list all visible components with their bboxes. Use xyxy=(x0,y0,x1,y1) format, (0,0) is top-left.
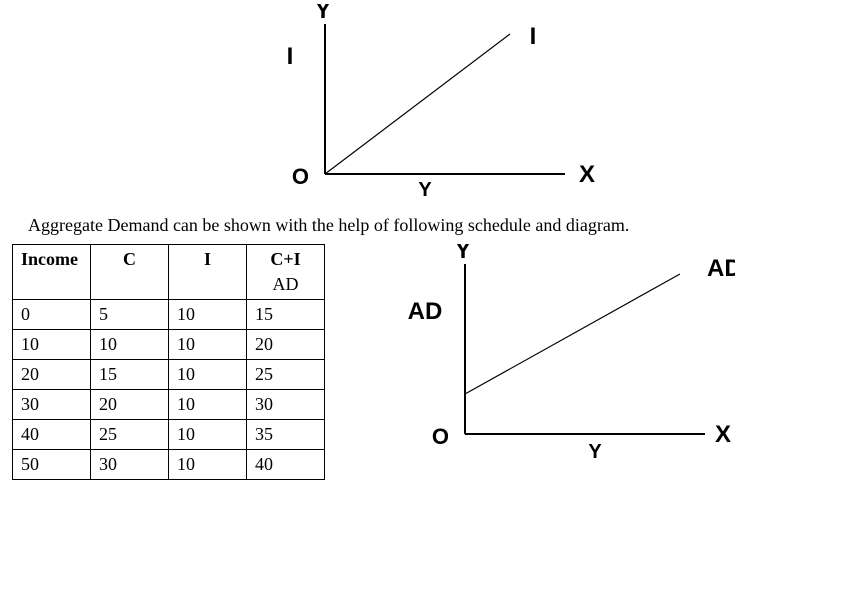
chart1-bottom-mid-label: Y xyxy=(418,179,432,201)
chart2-origin-label: O xyxy=(432,424,449,449)
cell: 50 xyxy=(13,450,91,480)
chart1-origin-label: O xyxy=(291,164,308,189)
chart2-left-label: AD xyxy=(408,298,443,325)
chart2-x-label: X xyxy=(715,421,731,448)
th-ci-sub: AD xyxy=(255,274,316,295)
cell: 10 xyxy=(169,360,247,390)
chart1-x-label: X xyxy=(579,161,595,188)
cell: 40 xyxy=(247,450,325,480)
cell: 10 xyxy=(169,420,247,450)
cell: 30 xyxy=(91,450,169,480)
th-i: I xyxy=(169,245,247,300)
cell: 35 xyxy=(247,420,325,450)
cell: 10 xyxy=(169,390,247,420)
chart2-bottom-mid-label: Y xyxy=(588,441,602,463)
caption-text: Aggregate Demand can be shown with the h… xyxy=(28,215,849,236)
cell: 40 xyxy=(13,420,91,450)
chart1-line-start-label: I xyxy=(286,43,293,70)
chart1-svg: Y I I O Y X xyxy=(265,4,595,204)
cell: 10 xyxy=(91,330,169,360)
chart1-line-end-label: I xyxy=(529,23,536,50)
th-ci-main: C+I xyxy=(270,249,300,269)
cell: 25 xyxy=(247,360,325,390)
th-income: Income xyxy=(13,245,91,300)
table-row: 0 5 10 15 xyxy=(13,300,325,330)
cell: 10 xyxy=(169,330,247,360)
cell: 10 xyxy=(13,330,91,360)
table-row: 40 25 10 35 xyxy=(13,420,325,450)
cell: 30 xyxy=(247,390,325,420)
cell: 15 xyxy=(247,300,325,330)
th-c: C xyxy=(91,245,169,300)
cell: 30 xyxy=(13,390,91,420)
cell: 5 xyxy=(91,300,169,330)
table-body: 0 5 10 15 10 10 10 20 20 15 10 25 30 20 … xyxy=(13,300,325,480)
table-header-row: Income C I C+I AD xyxy=(13,245,325,300)
cell: 25 xyxy=(91,420,169,450)
th-ci: C+I AD xyxy=(247,245,325,300)
chart1-y-label: Y xyxy=(314,4,330,24)
ad-chart: Y AD AD O Y X xyxy=(395,244,735,479)
ad-schedule-table: Income C I C+I AD 0 5 10 15 10 10 10 20 xyxy=(12,244,325,480)
investment-chart: Y I I O Y X xyxy=(10,4,849,209)
table-row: 20 15 10 25 xyxy=(13,360,325,390)
cell: 15 xyxy=(91,360,169,390)
cell: 20 xyxy=(91,390,169,420)
table-and-chart-row: Income C I C+I AD 0 5 10 15 10 10 10 20 xyxy=(10,244,849,480)
cell: 20 xyxy=(247,330,325,360)
chart2-line xyxy=(465,274,680,394)
chart2-line-end-label: AD xyxy=(707,255,735,282)
cell: 0 xyxy=(13,300,91,330)
chart2-y-label: Y xyxy=(455,244,471,264)
cell: 20 xyxy=(13,360,91,390)
table-row: 50 30 10 40 xyxy=(13,450,325,480)
cell: 10 xyxy=(169,450,247,480)
table-row: 30 20 10 30 xyxy=(13,390,325,420)
cell: 10 xyxy=(169,300,247,330)
chart2-svg: Y AD AD O Y X xyxy=(395,244,735,474)
chart1-line xyxy=(325,34,510,174)
table-row: 10 10 10 20 xyxy=(13,330,325,360)
